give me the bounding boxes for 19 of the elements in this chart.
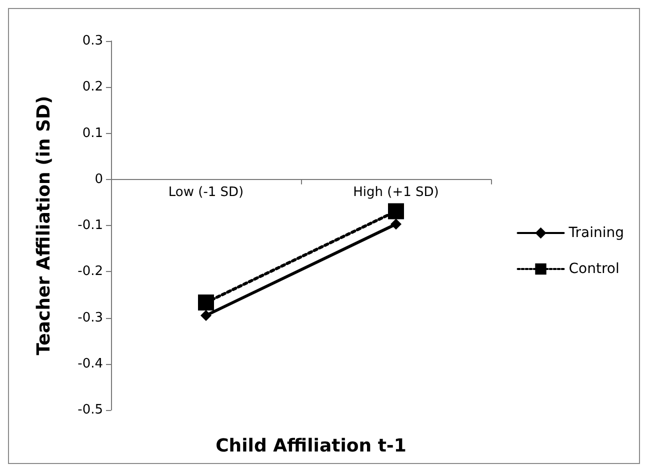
point xyxy=(388,203,404,220)
y-tick-label: 0 xyxy=(94,172,103,187)
y-tick-label: -0.4 xyxy=(78,356,103,372)
y-tick-label: -0.2 xyxy=(78,264,103,280)
x-tick-label: High (+1 SD) xyxy=(353,185,439,200)
y-tick-label: 0.1 xyxy=(82,126,103,141)
y-tick-label: -0.3 xyxy=(78,310,103,326)
x-tick-label: Low (-1 SD) xyxy=(168,185,244,200)
legend-label: Control xyxy=(568,261,620,277)
legend-label: Training xyxy=(568,225,624,241)
x-axis-title: Child Affiliation t-1 xyxy=(216,436,406,456)
y-tick-label: 0.3 xyxy=(82,34,103,48)
point xyxy=(390,218,402,230)
point xyxy=(198,294,214,311)
y-tick-label: 0.2 xyxy=(82,80,103,95)
y-tick-label: -0.5 xyxy=(78,402,103,418)
point xyxy=(200,310,212,321)
y-axis-title: Teacher Affiliation (in SD) xyxy=(34,96,54,356)
y-tick-label: -0.1 xyxy=(78,218,103,233)
